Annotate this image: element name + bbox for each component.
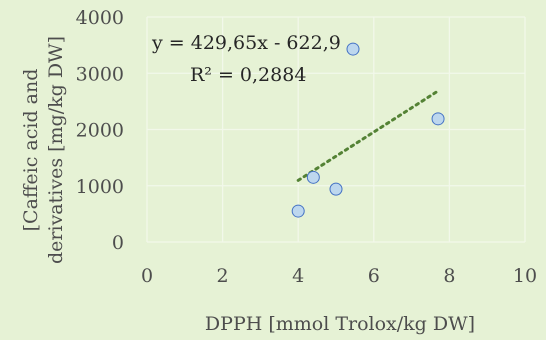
x-tick-labels: 0 2 4 6 8 10 [141,265,537,287]
x-tick-label: 6 [368,265,380,287]
data-point [346,42,360,56]
y-axis-title: [Caffeic acid and derivatives [mg/kg DW] [20,36,67,264]
y-tick-labels: 0 1000 2000 3000 4000 [76,7,124,254]
data-point [306,170,320,184]
x-tick-label: 2 [217,265,229,287]
x-axis-title: DPPH [mmol Trolox/kg DW] [205,313,475,335]
trendline-equation: y = 429,65x - 622,9 [151,32,341,54]
y-axis-title-line-2: derivatives [mg/kg DW] [45,36,67,264]
x-tick-label: 8 [443,265,455,287]
trendline [296,89,440,182]
data-point [329,182,343,196]
x-tick-label: 10 [513,265,537,287]
grid-lines [146,16,526,243]
x-tick-label: 4 [292,265,304,287]
y-tick-label: 3000 [76,63,124,85]
y-tick-label: 0 [112,232,124,254]
r-squared-label: R² = 0,2884 [190,64,306,86]
y-axis-title-line-1: [Caffeic acid and [20,69,42,232]
data-points [291,42,445,218]
data-point [291,204,305,218]
y-tick-label: 2000 [76,120,124,142]
data-point [431,112,445,126]
y-tick-label: 4000 [76,7,124,29]
y-tick-label: 1000 [76,176,124,198]
x-tick-label: 0 [141,265,153,287]
